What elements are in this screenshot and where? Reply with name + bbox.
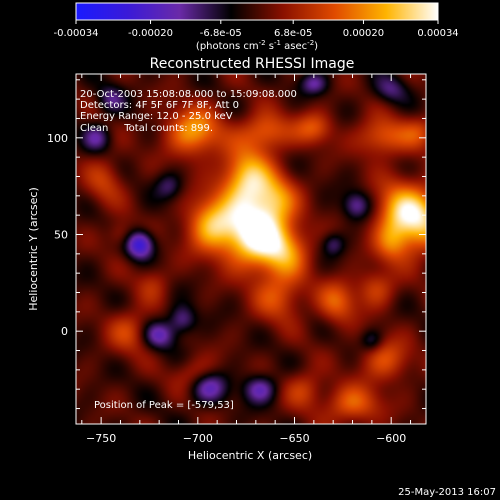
chart-title: Reconstructed RHESSI Image (150, 56, 355, 72)
plot-timestamp: 25-May-2013 16:07 (398, 487, 496, 498)
plot-area (75, 73, 427, 425)
annotation-detectors: Detectors: 4F 5F 6F 7F 8F, Att 0 (80, 100, 239, 111)
x-axis: −750 −700 −650 −600 (81, 74, 412, 445)
colorbar-tick-label: -0.00020 (128, 28, 173, 39)
colorbar-gradient (76, 3, 438, 20)
x-tick-label: −650 (279, 432, 309, 445)
heatmap-image (76, 74, 426, 424)
x-tick-label: −600 (376, 432, 406, 445)
annotation-counts: Clean Total counts: 899. (80, 123, 213, 134)
colorbar-tick-label: -6.8e-05 (200, 28, 242, 39)
colorbar-border (75, 2, 439, 21)
plot-frame (75, 73, 427, 425)
annotation-time: 20-Oct-2003 15:08:08.000 to 15:09:08.000 (80, 89, 297, 100)
colorbar-ticks: -0.00034 -0.00020 -6.8e-05 6.8e-05 0.00020 0.… (54, 20, 459, 39)
x-tick-label: −700 (183, 432, 213, 445)
x-axis-label: Heliocentric X (arcsec) (188, 449, 312, 462)
colorbar-tick-label: 6.8e-05 (274, 28, 312, 39)
y-tick-label: 0 (61, 325, 68, 338)
y-axis-label: Heliocentric Y (arcsec) (27, 187, 40, 311)
colorbar-tick-label: 0.00020 (343, 28, 384, 39)
colorbar-tick-label: -0.00034 (54, 28, 99, 39)
y-tick-label: 50 (54, 228, 68, 241)
annotation-block: 20-Oct-2003 15:08:08.000 to 15:09:08.000… (80, 89, 297, 134)
colorbar-tick-label: 0.00034 (417, 28, 458, 39)
annotation-energy: Energy Range: 12.0 - 25.0 keV (80, 111, 233, 122)
y-axis: 0 50 100 (47, 79, 426, 410)
y-tick-label: 100 (47, 132, 68, 145)
peak-position-label: Position of Peak = [-579,53] (94, 400, 234, 411)
colorbar: -0.00034 -0.00020 -6.8e-05 6.8e-05 0.00020 0.… (54, 2, 459, 52)
colorbar-units: (photons cm-2 s-1 asec-2) (196, 39, 318, 52)
x-tick-label: −750 (86, 432, 116, 445)
